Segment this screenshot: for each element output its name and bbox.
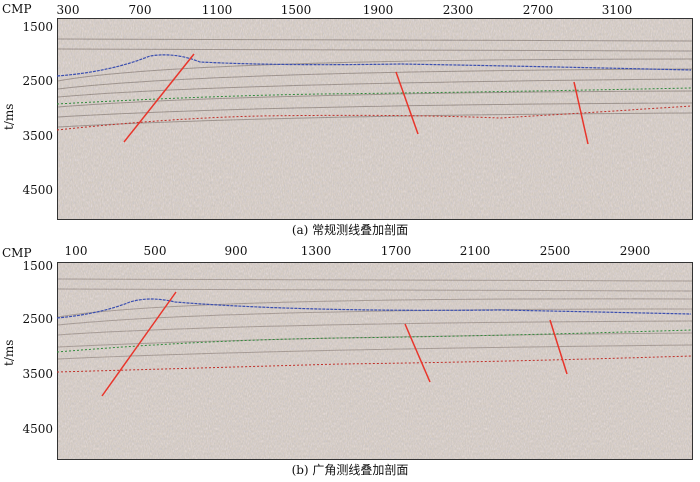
seismic-section-image bbox=[57, 18, 693, 220]
interpretation-overlay-a bbox=[56, 53, 692, 145]
x-tick: 100 bbox=[64, 244, 88, 258]
fault-line bbox=[395, 71, 419, 135]
y-tick: 2500 bbox=[22, 74, 53, 88]
y-tick: 2500 bbox=[22, 312, 53, 326]
cmp-axis-label: CMP bbox=[2, 246, 32, 260]
seismic-section-image bbox=[57, 262, 693, 460]
figure-caption: (b) 广角测线叠加剖面 bbox=[291, 463, 409, 477]
y-tick: 1500 bbox=[22, 259, 53, 273]
fault-line bbox=[573, 81, 589, 145]
seismic-texture bbox=[58, 19, 692, 219]
horizon-red bbox=[56, 105, 692, 131]
x-tick: 1500 bbox=[280, 3, 312, 17]
x-tick: 2500 bbox=[539, 244, 571, 258]
horizon-blue bbox=[56, 298, 692, 319]
cmp-axis-label: CMP bbox=[2, 2, 32, 16]
x-tick: 2300 bbox=[442, 3, 474, 17]
x-tick: 1300 bbox=[300, 244, 332, 258]
y-tick: 1500 bbox=[22, 20, 53, 34]
y-tick: 3500 bbox=[22, 129, 53, 143]
panel-a-conventional: CMP 300 700 1100 1500 1900 2300 2700 310… bbox=[0, 0, 700, 240]
y-tick: 3500 bbox=[22, 367, 53, 381]
horizon-blue bbox=[56, 54, 692, 77]
x-tick: 300 bbox=[56, 3, 80, 17]
interpretation-overlay-b bbox=[56, 291, 692, 397]
x-tick: 3100 bbox=[601, 3, 633, 17]
panel-b-wide-angle: CMP 100 500 900 1300 1700 2100 2500 2900… bbox=[0, 240, 700, 482]
horizon-green bbox=[56, 87, 692, 105]
seismic-texture bbox=[58, 263, 692, 459]
y-tick: 4500 bbox=[22, 183, 53, 197]
fault-line bbox=[123, 53, 195, 143]
fault-line bbox=[404, 323, 431, 383]
x-tick: 2700 bbox=[522, 3, 554, 17]
fault-line bbox=[101, 291, 177, 397]
horizon-red bbox=[56, 355, 692, 373]
y-tick: 4500 bbox=[22, 422, 53, 436]
horizon-green bbox=[56, 329, 692, 353]
x-tick: 700 bbox=[128, 3, 152, 17]
x-tick: 1700 bbox=[380, 244, 412, 258]
x-tick: 900 bbox=[224, 244, 248, 258]
fault-line bbox=[549, 319, 568, 375]
x-tick: 500 bbox=[143, 244, 167, 258]
x-tick: 1900 bbox=[362, 3, 394, 17]
x-tick: 1100 bbox=[201, 3, 233, 17]
figure-caption: (a) 常规测线叠加剖面 bbox=[291, 223, 409, 237]
x-tick: 2900 bbox=[619, 244, 651, 258]
x-tick: 2100 bbox=[459, 244, 491, 258]
